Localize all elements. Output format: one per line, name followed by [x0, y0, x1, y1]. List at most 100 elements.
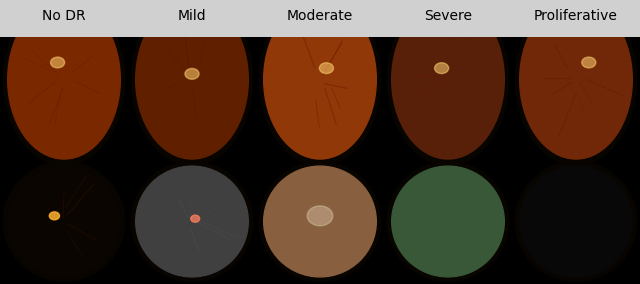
- Ellipse shape: [36, 194, 92, 249]
- Ellipse shape: [284, 185, 356, 258]
- Ellipse shape: [434, 208, 462, 235]
- Ellipse shape: [528, 174, 624, 269]
- Ellipse shape: [540, 28, 612, 131]
- Ellipse shape: [573, 76, 579, 83]
- Ellipse shape: [417, 191, 479, 252]
- Ellipse shape: [442, 216, 454, 227]
- Ellipse shape: [300, 52, 340, 107]
- Ellipse shape: [147, 177, 237, 266]
- Ellipse shape: [164, 194, 220, 249]
- Ellipse shape: [275, 177, 365, 266]
- Ellipse shape: [317, 219, 323, 224]
- Ellipse shape: [403, 16, 493, 143]
- Ellipse shape: [269, 172, 371, 272]
- Ellipse shape: [525, 172, 627, 272]
- Text: No DR: No DR: [42, 9, 86, 22]
- Ellipse shape: [298, 199, 342, 244]
- Ellipse shape: [545, 36, 607, 123]
- Ellipse shape: [445, 76, 451, 83]
- Ellipse shape: [24, 24, 104, 135]
- Ellipse shape: [573, 219, 579, 224]
- Ellipse shape: [417, 36, 479, 123]
- Ellipse shape: [548, 40, 604, 119]
- Ellipse shape: [412, 28, 484, 131]
- Ellipse shape: [61, 76, 67, 83]
- Ellipse shape: [47, 205, 81, 238]
- Ellipse shape: [10, 169, 118, 274]
- Ellipse shape: [141, 172, 243, 272]
- Ellipse shape: [170, 48, 214, 111]
- Bar: [0, 0, 640, 37]
- Ellipse shape: [58, 216, 70, 227]
- Ellipse shape: [158, 32, 226, 127]
- Ellipse shape: [166, 44, 218, 115]
- Ellipse shape: [178, 60, 206, 99]
- Ellipse shape: [150, 180, 234, 263]
- Ellipse shape: [19, 16, 109, 143]
- Ellipse shape: [284, 28, 356, 131]
- Ellipse shape: [534, 180, 618, 263]
- Ellipse shape: [136, 0, 248, 159]
- Ellipse shape: [49, 212, 60, 220]
- Ellipse shape: [400, 174, 496, 269]
- Ellipse shape: [431, 205, 465, 238]
- Ellipse shape: [531, 16, 621, 143]
- Ellipse shape: [406, 180, 490, 263]
- Ellipse shape: [397, 8, 499, 151]
- Ellipse shape: [312, 68, 328, 91]
- Ellipse shape: [30, 32, 98, 127]
- Text: Proliferative: Proliferative: [534, 9, 618, 22]
- Ellipse shape: [434, 60, 462, 99]
- Ellipse shape: [131, 162, 253, 281]
- Ellipse shape: [319, 63, 333, 74]
- Ellipse shape: [556, 202, 596, 241]
- Ellipse shape: [278, 180, 362, 263]
- Ellipse shape: [522, 169, 630, 274]
- Ellipse shape: [550, 44, 602, 115]
- Ellipse shape: [412, 185, 484, 258]
- Ellipse shape: [147, 16, 237, 143]
- Ellipse shape: [184, 213, 200, 230]
- Ellipse shape: [272, 174, 368, 269]
- Ellipse shape: [152, 24, 232, 135]
- Ellipse shape: [136, 166, 248, 277]
- Ellipse shape: [141, 8, 243, 151]
- Ellipse shape: [58, 72, 70, 87]
- Ellipse shape: [520, 0, 632, 159]
- Ellipse shape: [191, 215, 200, 222]
- Ellipse shape: [275, 16, 365, 143]
- Ellipse shape: [33, 36, 95, 123]
- Ellipse shape: [392, 166, 504, 277]
- Ellipse shape: [515, 0, 637, 165]
- Ellipse shape: [185, 68, 199, 79]
- Ellipse shape: [536, 183, 616, 260]
- Ellipse shape: [24, 183, 104, 260]
- Ellipse shape: [520, 166, 632, 277]
- Ellipse shape: [266, 4, 374, 155]
- Ellipse shape: [387, 162, 509, 281]
- Ellipse shape: [150, 20, 234, 139]
- Ellipse shape: [568, 68, 584, 91]
- Ellipse shape: [298, 48, 342, 111]
- Ellipse shape: [138, 169, 246, 274]
- Ellipse shape: [550, 197, 602, 247]
- Ellipse shape: [52, 64, 76, 95]
- Ellipse shape: [300, 202, 340, 241]
- Ellipse shape: [30, 188, 98, 255]
- Ellipse shape: [403, 177, 493, 266]
- Ellipse shape: [414, 32, 482, 127]
- Ellipse shape: [406, 20, 490, 139]
- Ellipse shape: [3, 162, 125, 281]
- Ellipse shape: [180, 210, 204, 233]
- Ellipse shape: [272, 12, 368, 147]
- Ellipse shape: [19, 177, 109, 266]
- Ellipse shape: [292, 40, 348, 119]
- Ellipse shape: [570, 72, 582, 87]
- Ellipse shape: [534, 20, 618, 139]
- Ellipse shape: [387, 0, 509, 165]
- Ellipse shape: [307, 206, 333, 226]
- Ellipse shape: [42, 48, 86, 111]
- Ellipse shape: [426, 48, 470, 111]
- Ellipse shape: [44, 202, 84, 241]
- Ellipse shape: [436, 210, 460, 233]
